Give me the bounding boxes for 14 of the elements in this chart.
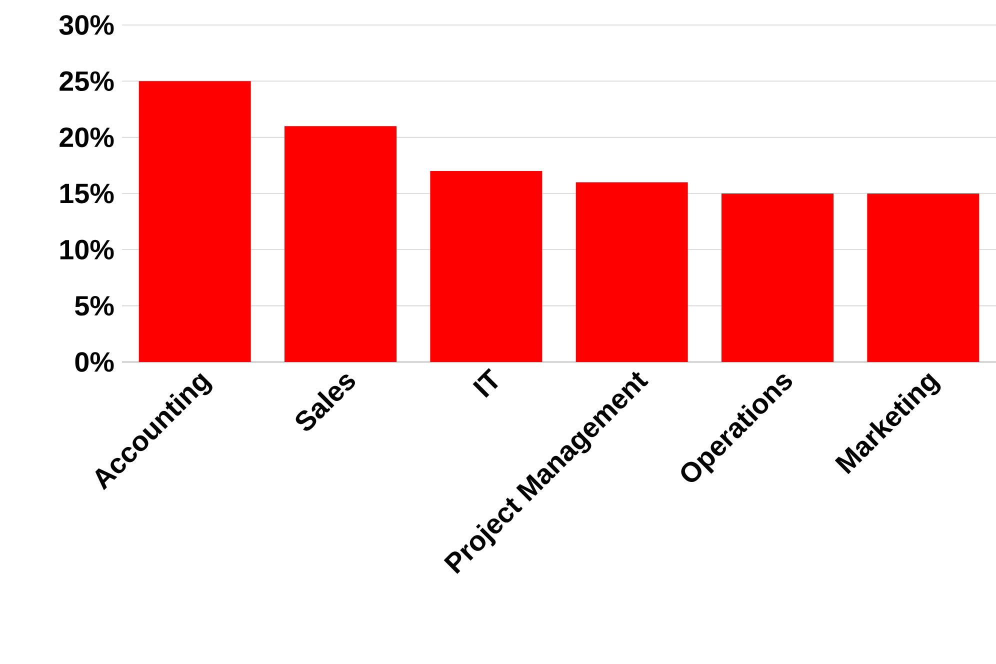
y-tick-label: 0% (75, 352, 114, 372)
y-tick-label: 5% (75, 296, 114, 316)
y-tick-label: 15% (60, 184, 114, 204)
y-tick-label: 20% (60, 127, 114, 148)
bar (722, 193, 834, 362)
x-tick-label: IT (472, 368, 498, 398)
y-tick-label: 10% (60, 240, 114, 260)
y-tick-label: 25% (60, 71, 114, 92)
bar (430, 171, 542, 362)
bar (867, 193, 980, 362)
y-tick-label: 30% (59, 15, 114, 35)
bar (576, 182, 688, 362)
bar (138, 81, 251, 362)
bar (284, 126, 397, 362)
